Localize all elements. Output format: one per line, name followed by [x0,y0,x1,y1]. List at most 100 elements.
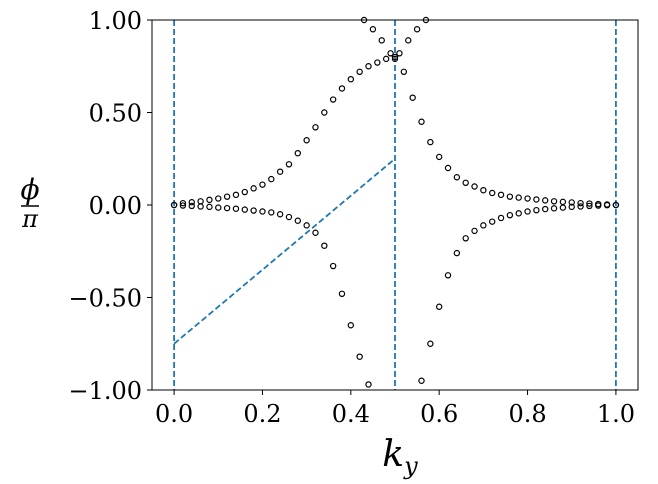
data-point-s1-34 [471,227,478,235]
data-point-s1-50 [612,201,620,209]
y-axis-label: ϕ π [20,173,39,233]
data-point-s0-43 [550,198,558,205]
data-point-s0-13 [285,161,293,168]
data-point-s1-13 [285,213,293,221]
data-point-s1-44 [559,204,567,211]
axes-layer: 0.0 0.2 0.4 0.6 0.8 1.0 −1.00 −0.50 0.00 0.50 1.00 [68,7,635,428]
data-point-s2-5 [396,50,403,57]
data-point-s1-9 [250,207,257,214]
x-tick-label-1: 0.2 [243,400,281,428]
data-point-s0-31 [444,164,452,172]
data-point-s2-6 [405,37,412,44]
data-point-s1-1 [179,202,187,209]
data-point-s1-48 [595,202,602,209]
data-point-s1-29 [427,340,434,347]
data-point-s0-21 [356,68,363,76]
y-tick-label-4: 1.00 [89,7,142,35]
x-tick-label-0: 0.0 [155,400,193,428]
data-point-s0-40 [524,195,531,202]
data-point-s0-6 [223,193,231,200]
data-point-s1-32 [453,249,461,257]
data-point-s1-3 [197,203,204,210]
data-point-s0-7 [232,191,240,199]
data-point-s1-20 [347,322,355,329]
data-point-s1-35 [480,222,487,229]
data-point-s2-3 [387,50,394,57]
data-point-s1-33 [462,235,469,242]
data-point-s2-2 [378,37,385,44]
data-point-s0-17 [321,109,328,116]
data-point-s2-1 [369,26,377,33]
data-point-s0-28 [418,118,425,125]
data-point-s1-30 [435,303,443,310]
x-tick-label-3: 0.6 [420,400,458,428]
data-point-s0-42 [542,197,549,204]
x-axis-label: ky [382,434,418,480]
data-point-s1-16 [312,229,319,236]
data-point-s1-46 [577,203,584,210]
data-point-s1-12 [276,211,284,218]
data-point-s0-37 [497,191,505,199]
data-point-s0-16 [312,124,319,131]
y-axis-label-denominator: π [21,205,39,233]
data-point-s0-20 [347,75,355,83]
data-point-s0-11 [268,175,275,183]
data-point-s1-42 [542,205,549,213]
data-point-s1-39 [515,210,522,217]
data-point-s1-15 [303,222,310,229]
data-point-s0-9 [250,185,257,192]
data-point-s1-28 [418,377,425,384]
data-point-s1-19 [338,290,346,297]
x-tick-label-2: 0.4 [332,400,370,428]
data-point-s0-47 [586,200,593,207]
data-point-s0-34 [471,183,478,190]
data-point-s0-23 [374,59,381,66]
data-point-s0-30 [435,153,443,161]
data-point-s1-43 [550,205,558,212]
data-point-s1-21 [356,353,363,360]
y-axis-label-numerator: ϕ [20,173,39,206]
data-point-s2-4 [391,55,399,63]
data-point-s0-15 [303,137,310,144]
data-point-s1-18 [329,262,337,270]
data-point-s1-45 [568,203,575,211]
data-point-s0-2 [188,199,195,206]
data-point-s1-6 [223,204,231,212]
data-point-s1-49 [603,201,611,209]
data-point-s0-1 [179,199,187,207]
data-point-s2-7 [413,26,421,33]
data-point-s1-0 [170,201,178,209]
data-point-s0-35 [480,186,487,194]
data-point-s0-29 [427,138,434,146]
data-point-s1-17 [321,242,328,249]
data-point-s0-24 [382,55,390,63]
data-point-s0-14 [294,149,301,157]
data-point-s0-10 [259,181,266,188]
x-axis-label-sub: y [403,452,418,480]
data-point-s1-8 [241,206,248,213]
data-point-s1-40 [524,208,531,215]
data-point-s1-31 [444,272,452,279]
data-point-s1-4 [206,203,213,211]
data-point-s0-4 [206,196,213,204]
data-point-s1-5 [215,204,222,211]
x-axis-label-main: k [382,434,404,475]
x-tick-label-4: 0.8 [508,400,546,428]
data-point-s0-33 [462,179,469,186]
data-point-s0-5 [215,195,222,202]
data-point-s0-19 [338,85,346,92]
data-point-s1-36 [489,218,496,225]
data-point-s0-46 [577,199,584,207]
y-tick-label-0: −1.00 [68,377,142,405]
data-point-s1-10 [259,208,266,215]
data-point-s1-22 [365,381,372,388]
x-tick-label-5: 1.0 [597,400,635,428]
y-tick-label-1: −0.50 [68,285,142,313]
data-point-s1-11 [268,209,275,216]
data-point-s1-38 [506,211,514,219]
data-point-s0-36 [489,189,496,197]
data-point-s0-45 [568,199,575,206]
data-point-s0-26 [400,68,408,76]
data-point-s0-27 [409,94,416,101]
